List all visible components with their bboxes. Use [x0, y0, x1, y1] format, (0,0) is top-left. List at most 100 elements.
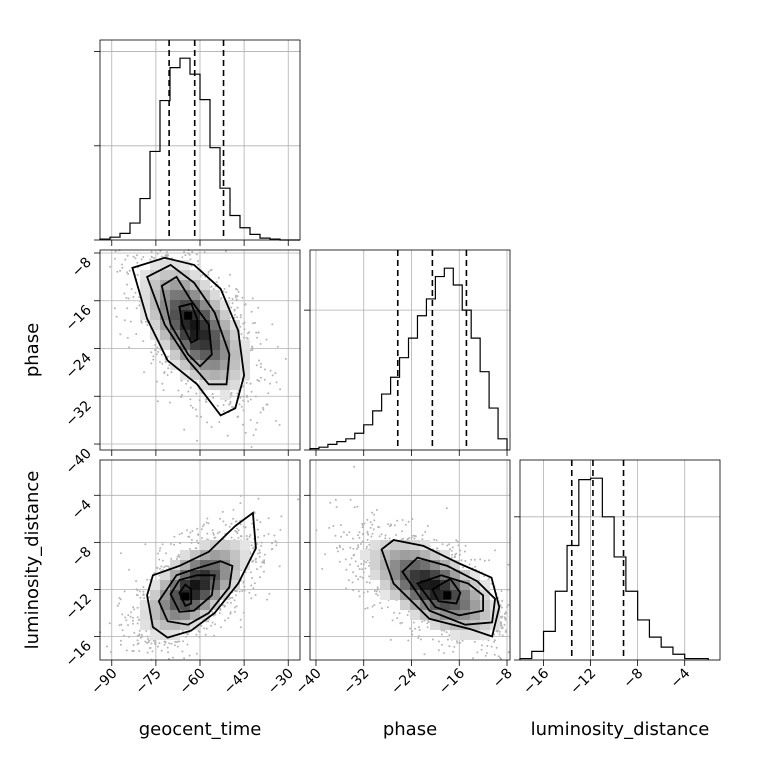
scatter-point	[353, 506, 356, 509]
scatter-point	[150, 362, 153, 365]
scatter-point	[189, 547, 191, 550]
density-cell	[200, 320, 210, 330]
scatter-point	[125, 619, 128, 622]
scatter-point	[355, 575, 357, 578]
scatter-point	[191, 250, 194, 253]
scatter-point	[163, 640, 166, 643]
scatter-point	[239, 396, 242, 399]
density-cell	[160, 580, 170, 590]
x-tick-label-phase: −40	[293, 666, 325, 698]
scatter-point	[342, 531, 345, 534]
panel-frame	[309, 249, 511, 451]
scatter-point	[140, 321, 143, 324]
density-cell	[190, 610, 200, 620]
scatter-point	[490, 582, 493, 585]
density-cell	[170, 570, 180, 580]
scatter-point	[228, 284, 231, 287]
scatter-point	[251, 522, 254, 525]
scatter-point	[427, 620, 430, 623]
scatter-point	[257, 552, 260, 555]
density-cell	[480, 600, 490, 610]
scatter-point	[220, 626, 222, 629]
scatter-point	[448, 548, 451, 551]
density-cell	[180, 560, 190, 570]
scatter-point	[379, 601, 382, 604]
panel-2d-geocent_time-luminosity_distance: −90 −75 −60 −45 −30 −16 −12 −8 −4	[63, 459, 301, 698]
density-cell	[200, 590, 210, 600]
scatter-point	[332, 525, 335, 527]
scatter-point	[411, 518, 414, 520]
scatter-point	[237, 529, 240, 532]
scatter-point	[253, 512, 256, 515]
density-cell	[450, 590, 460, 600]
scatter-point	[421, 538, 424, 541]
density-cell	[200, 360, 210, 370]
scatter-point	[410, 536, 413, 539]
scatter-point	[166, 646, 169, 649]
scatter-point	[500, 590, 503, 592]
density-cell	[410, 570, 420, 580]
scatter-point	[155, 380, 158, 383]
scatter-point	[251, 345, 254, 348]
density-cell	[460, 630, 470, 640]
density-cell	[370, 570, 380, 580]
contour-line-3	[131, 256, 246, 417]
scatter-point	[251, 577, 254, 579]
density-cell	[430, 620, 440, 630]
scatter-point	[171, 656, 174, 659]
density-cell	[140, 300, 150, 310]
density-cell	[240, 360, 250, 370]
scatter-point	[461, 639, 464, 642]
scatter-point	[174, 640, 177, 643]
scatter-point	[339, 546, 341, 549]
scatter-point	[197, 630, 200, 633]
scatter-point	[131, 619, 134, 622]
density-cell	[160, 270, 170, 280]
scatter-point	[164, 360, 167, 363]
scatter-point	[121, 263, 123, 266]
scatter-point	[152, 355, 155, 358]
scatter-point	[488, 559, 491, 562]
scatter-point	[251, 347, 254, 350]
scatter-point	[118, 602, 121, 605]
scatter-point	[235, 288, 238, 290]
scatter-point	[247, 400, 250, 403]
density-cell	[200, 600, 210, 610]
scatter-point	[191, 406, 194, 409]
density-cell	[220, 320, 230, 330]
scatter-point	[414, 627, 417, 630]
density-cell	[480, 610, 490, 620]
density-cell	[480, 580, 490, 590]
scatter-point	[376, 594, 379, 597]
scatter-point	[254, 395, 257, 398]
density-cell	[190, 560, 200, 570]
scatter-point	[249, 419, 252, 422]
scatter-point	[205, 627, 208, 630]
density-cell	[420, 560, 430, 570]
scatter-point	[206, 421, 209, 424]
density-cell	[170, 290, 180, 300]
scatter-point	[373, 513, 375, 516]
density-cell	[180, 260, 190, 270]
density-cell	[220, 360, 230, 370]
density-cell	[150, 590, 160, 600]
scatter-point	[116, 604, 119, 607]
scatter-point	[198, 635, 201, 638]
scatter-point	[228, 297, 231, 299]
scatter-point	[251, 297, 254, 300]
scatter-point	[230, 522, 233, 525]
scatter-point	[148, 647, 151, 649]
scatter-point	[271, 547, 274, 550]
scatter-point	[338, 560, 341, 563]
scatter-point	[391, 619, 394, 622]
scatter-point	[213, 536, 216, 539]
scatter-point	[186, 529, 188, 532]
scatter-point	[259, 362, 262, 365]
scatter-point	[189, 258, 192, 261]
density-cell	[450, 630, 460, 640]
scatter-point	[368, 581, 371, 584]
scatter-point	[114, 250, 117, 253]
scatter-point	[363, 522, 366, 525]
scatter-point	[366, 530, 369, 533]
scatter-point	[165, 565, 167, 568]
